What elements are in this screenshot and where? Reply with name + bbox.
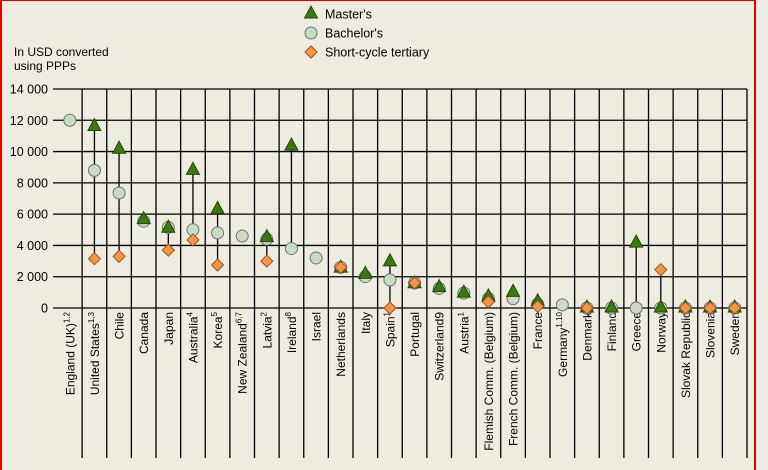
triangle-marker bbox=[259, 228, 275, 243]
x-tick-label: Israel bbox=[310, 312, 324, 341]
triangle-marker bbox=[431, 278, 447, 293]
diamond-marker bbox=[727, 301, 742, 315]
triangle-marker bbox=[604, 298, 619, 313]
x-tick-label: Korea5 bbox=[210, 311, 225, 348]
circle-marker bbox=[235, 229, 249, 243]
diamond-marker bbox=[481, 295, 496, 309]
triangle-marker bbox=[111, 140, 127, 154]
diamond-marker bbox=[703, 301, 717, 315]
diamond-marker bbox=[333, 260, 348, 275]
diamond-marker bbox=[260, 254, 274, 268]
legend-diamond-icon bbox=[304, 45, 318, 59]
x-tick-label: Chile bbox=[113, 312, 127, 340]
diamond-marker bbox=[161, 243, 176, 257]
x-tick-label: Germany1,10 bbox=[555, 311, 570, 376]
x-tick-label: Greece bbox=[630, 312, 644, 352]
diamond-marker bbox=[186, 233, 200, 247]
circle-marker bbox=[629, 301, 643, 315]
circle-marker bbox=[63, 113, 77, 127]
x-tick-label: Finland bbox=[605, 312, 619, 351]
x-tick-label: Switzerland9 bbox=[433, 312, 447, 381]
legend: Master's Bachelor's Short-cycle tertiary bbox=[303, 4, 430, 60]
x-tick-label: Latvia2 bbox=[259, 311, 274, 348]
circle-marker bbox=[309, 251, 323, 265]
x-tick-label: Flemish Comm. (Belgium) bbox=[482, 312, 496, 451]
x-tick-label: United States1,3 bbox=[87, 311, 102, 395]
x-tick-label: Slovenia bbox=[704, 312, 718, 358]
diamond-marker bbox=[530, 299, 545, 314]
circle-marker bbox=[87, 163, 101, 177]
y-tick-label: 8 000 bbox=[17, 176, 48, 190]
x-tick-label: Slovak Republic bbox=[679, 312, 693, 398]
circle-marker bbox=[112, 186, 126, 200]
x-tick-label: Norway bbox=[654, 312, 668, 353]
circle-marker bbox=[211, 226, 225, 240]
y-tick-label: 10 000 bbox=[10, 145, 48, 159]
y-tick-label: 6 000 bbox=[17, 208, 48, 222]
triangle-marker bbox=[653, 298, 669, 313]
diamond-marker bbox=[112, 249, 126, 264]
legend-label: Master's bbox=[325, 8, 372, 22]
x-tick-label: England (UK)1,2 bbox=[62, 311, 77, 395]
x-tick-label: Denmark bbox=[580, 311, 594, 361]
legend-triangle-icon bbox=[303, 4, 319, 19]
triangle-marker bbox=[456, 284, 472, 298]
triangle-marker bbox=[185, 161, 201, 175]
triangle-marker bbox=[505, 283, 521, 297]
x-tick-label: New Zealand6,7 bbox=[235, 311, 250, 393]
triangle-marker bbox=[136, 210, 152, 225]
y-tick-label: 12 000 bbox=[10, 114, 48, 128]
legend-label: Bachelor's bbox=[325, 27, 383, 41]
diamond-marker bbox=[210, 258, 225, 272]
x-tick-label: Sweden bbox=[728, 312, 742, 355]
x-tick-label: Austria1 bbox=[456, 311, 471, 353]
diamond-marker bbox=[678, 301, 693, 315]
triangle-marker bbox=[357, 265, 373, 279]
data-markers bbox=[63, 113, 743, 315]
x-tick-label: France bbox=[531, 312, 545, 350]
y-tick-label: 2 000 bbox=[17, 270, 48, 284]
triangle-marker bbox=[160, 219, 176, 233]
circle-marker bbox=[383, 273, 397, 287]
circle-marker bbox=[555, 298, 569, 312]
y-tick-labels: 0 2 000 4 000 6 000 8 000 10 000 12 000 14 000 bbox=[10, 83, 48, 316]
x-tick-label: Italy bbox=[359, 312, 373, 334]
x-tick-label: Portugal bbox=[408, 312, 422, 357]
circle-marker bbox=[284, 242, 298, 256]
triangle-marker bbox=[87, 117, 102, 132]
diamond-marker bbox=[87, 252, 102, 266]
x-tick-label: Australia4 bbox=[185, 311, 200, 363]
diamond-marker bbox=[580, 301, 594, 315]
triangle-marker bbox=[382, 252, 398, 267]
triangle-marker bbox=[284, 137, 299, 151]
triangle-marker bbox=[210, 200, 225, 214]
x-tick-labels: England (UK)1,2 United States1,3 Chile Cana… bbox=[62, 311, 742, 451]
x-tick-label: Netherlands bbox=[334, 312, 348, 377]
y-axis-label-line2: using PPPs bbox=[14, 59, 76, 73]
x-tick-label: Canada bbox=[137, 312, 151, 354]
x-tick-label: Spain1 bbox=[382, 311, 397, 347]
y-tick-label: 14 000 bbox=[10, 83, 48, 97]
y-axis-label-line1: In USD converted bbox=[14, 45, 109, 59]
legend-label: Short-cycle tertiary bbox=[325, 46, 430, 60]
y-tick-label: 4 000 bbox=[17, 239, 48, 253]
x-tick-label: Ireland8 bbox=[284, 311, 299, 353]
diamond-marker bbox=[407, 276, 422, 290]
diamond-marker bbox=[654, 262, 668, 277]
grid bbox=[53, 88, 748, 458]
x-tick-label: Japan bbox=[162, 312, 176, 345]
x-tick-label: French Comm. (Belgium) bbox=[507, 312, 521, 446]
legend-circle-icon bbox=[304, 26, 318, 40]
triangle-marker bbox=[628, 234, 644, 248]
diamond-marker bbox=[383, 301, 397, 315]
y-tick-label: 0 bbox=[41, 302, 48, 316]
